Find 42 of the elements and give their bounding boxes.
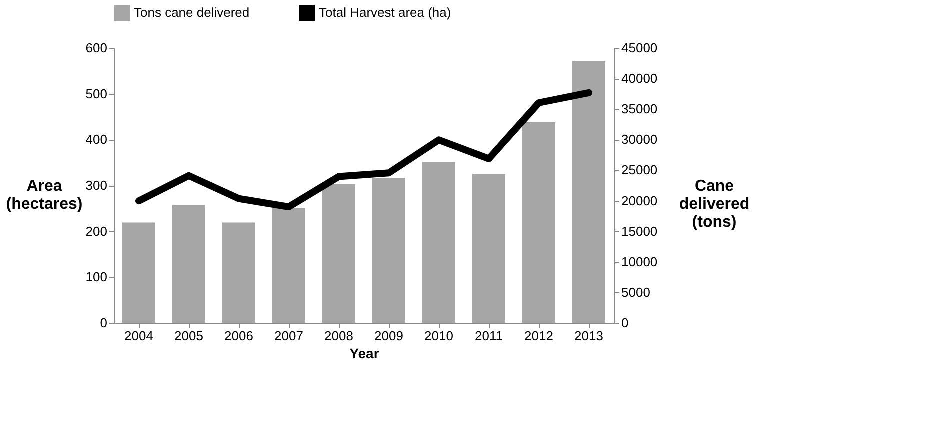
y-tick-label: 100 <box>86 270 108 285</box>
bar <box>322 184 356 323</box>
y-tick-label: 400 <box>86 132 108 148</box>
x-tick-label: 2013 <box>574 328 604 344</box>
y-tick-label: 0 <box>100 316 108 330</box>
y2-tick-label: 0 <box>622 316 629 330</box>
bar <box>572 61 606 323</box>
legend-label: Total Harvest area (ha) <box>319 5 452 20</box>
y2-tick-label: 45000 <box>622 40 658 56</box>
x-tick-label: 2005 <box>174 328 204 344</box>
x-tick-label: 2004 <box>124 328 154 344</box>
y2-tick-label: 20000 <box>622 193 658 208</box>
bar <box>472 174 506 323</box>
x-tick-label: 2011 <box>475 328 503 344</box>
bar <box>272 208 306 323</box>
bar <box>122 222 156 323</box>
y2-tick-label: 10000 <box>622 254 658 270</box>
y2-tick-label: 5000 <box>622 284 650 300</box>
y2-axis-title: Cane delivered (tons) <box>679 178 750 231</box>
x-axis-title: Year <box>350 346 380 362</box>
bar <box>172 205 206 323</box>
x-tick-label: 2009 <box>374 328 404 344</box>
x-tick-label: 2008 <box>324 328 354 344</box>
y-tick-label: 600 <box>86 40 108 56</box>
legend-label: Tons cane delivered <box>134 5 250 20</box>
x-tick-label: 2006 <box>224 328 254 344</box>
bar <box>222 222 256 323</box>
y-tick-label: 300 <box>86 178 108 193</box>
y-axis-title: Area (hectares) <box>6 178 83 213</box>
y2-tick-label: 30000 <box>622 132 658 148</box>
bar <box>372 178 406 323</box>
y2-tick-label: 35000 <box>622 102 658 117</box>
x-tick-label: 2007 <box>274 328 304 344</box>
bar <box>522 122 556 323</box>
y2-tick-label: 25000 <box>622 162 658 178</box>
y2-tick-label: 15000 <box>622 224 658 239</box>
x-tick-label: 2010 <box>424 328 454 344</box>
y-tick-label: 500 <box>86 86 108 102</box>
bar <box>422 162 456 323</box>
x-tick-label: 2012 <box>524 328 554 344</box>
y-tick-label: 200 <box>86 224 108 239</box>
y2-tick-label: 40000 <box>622 71 658 86</box>
